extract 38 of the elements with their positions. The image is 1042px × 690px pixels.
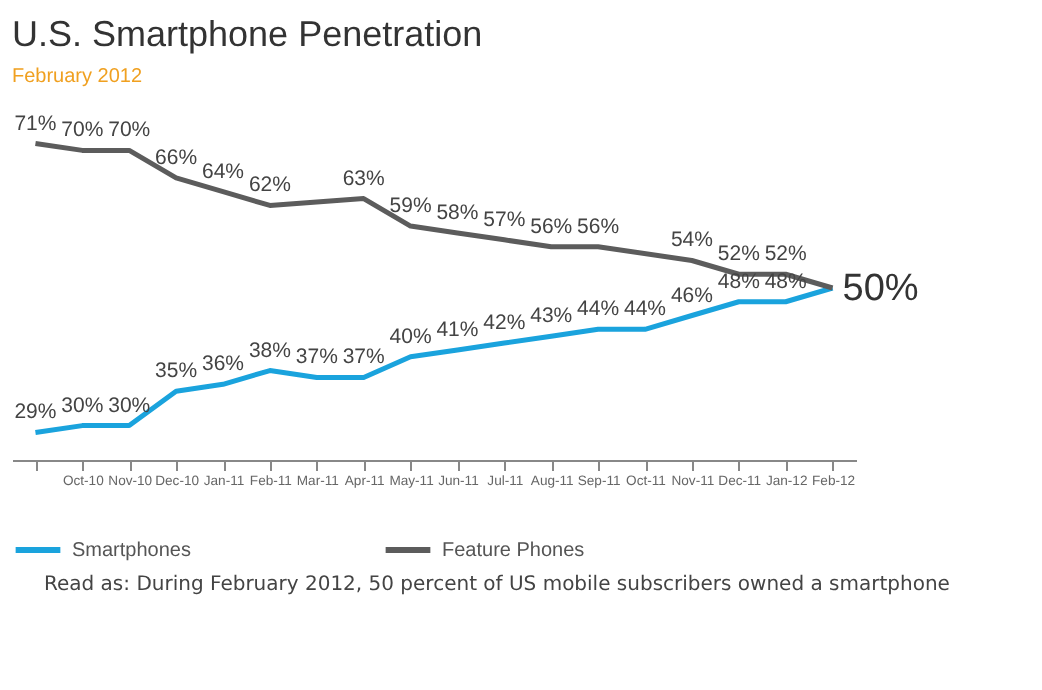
data-label: 56% [577,214,620,239]
data-label: 59% [389,194,432,219]
data-label: 54% [670,228,713,253]
data-label: 43% [530,304,573,329]
data-label: 52% [717,242,760,267]
data-label: 57% [483,207,526,232]
data-label: 70% [108,118,151,143]
data-label: 50% [842,268,919,310]
data-label: 46% [670,283,713,308]
data-label: 48% [764,269,807,294]
data-label: 41% [436,317,479,342]
data-label: 63% [342,166,385,191]
data-label: 66% [155,145,198,170]
data-label: 56% [530,214,573,239]
data-label: 35% [155,359,198,384]
data-label: 30% [61,393,104,418]
data-label: 62% [248,173,291,198]
data-label: 64% [201,159,245,184]
data-label: 58% [436,200,479,225]
data-label: 36% [201,352,245,377]
data-label: 44% [623,297,667,322]
chart-title: U.S. Smartphone Penetration [12,13,483,54]
data-label: 29% [14,400,57,425]
data-label: 71% [14,111,57,136]
data-label: 37% [295,345,338,370]
data-label: 44% [577,297,620,322]
text: Read as: During February 2012, 50 percent of US mobile subscribers owned a smartphone [44,574,952,596]
data-label: 48% [717,269,760,294]
chart-subtitle: February 2012 [12,65,143,88]
data-label: 37% [342,345,385,370]
data-label: 38% [248,338,291,363]
legend-label: Feature Phones [442,540,585,562]
data-label: 30% [108,393,151,418]
data-label: 52% [764,242,807,267]
data-label: 70% [61,118,104,143]
data-label: 42% [483,311,526,336]
data-label: 40% [389,324,432,349]
legend-label: Smartphones [72,540,191,562]
